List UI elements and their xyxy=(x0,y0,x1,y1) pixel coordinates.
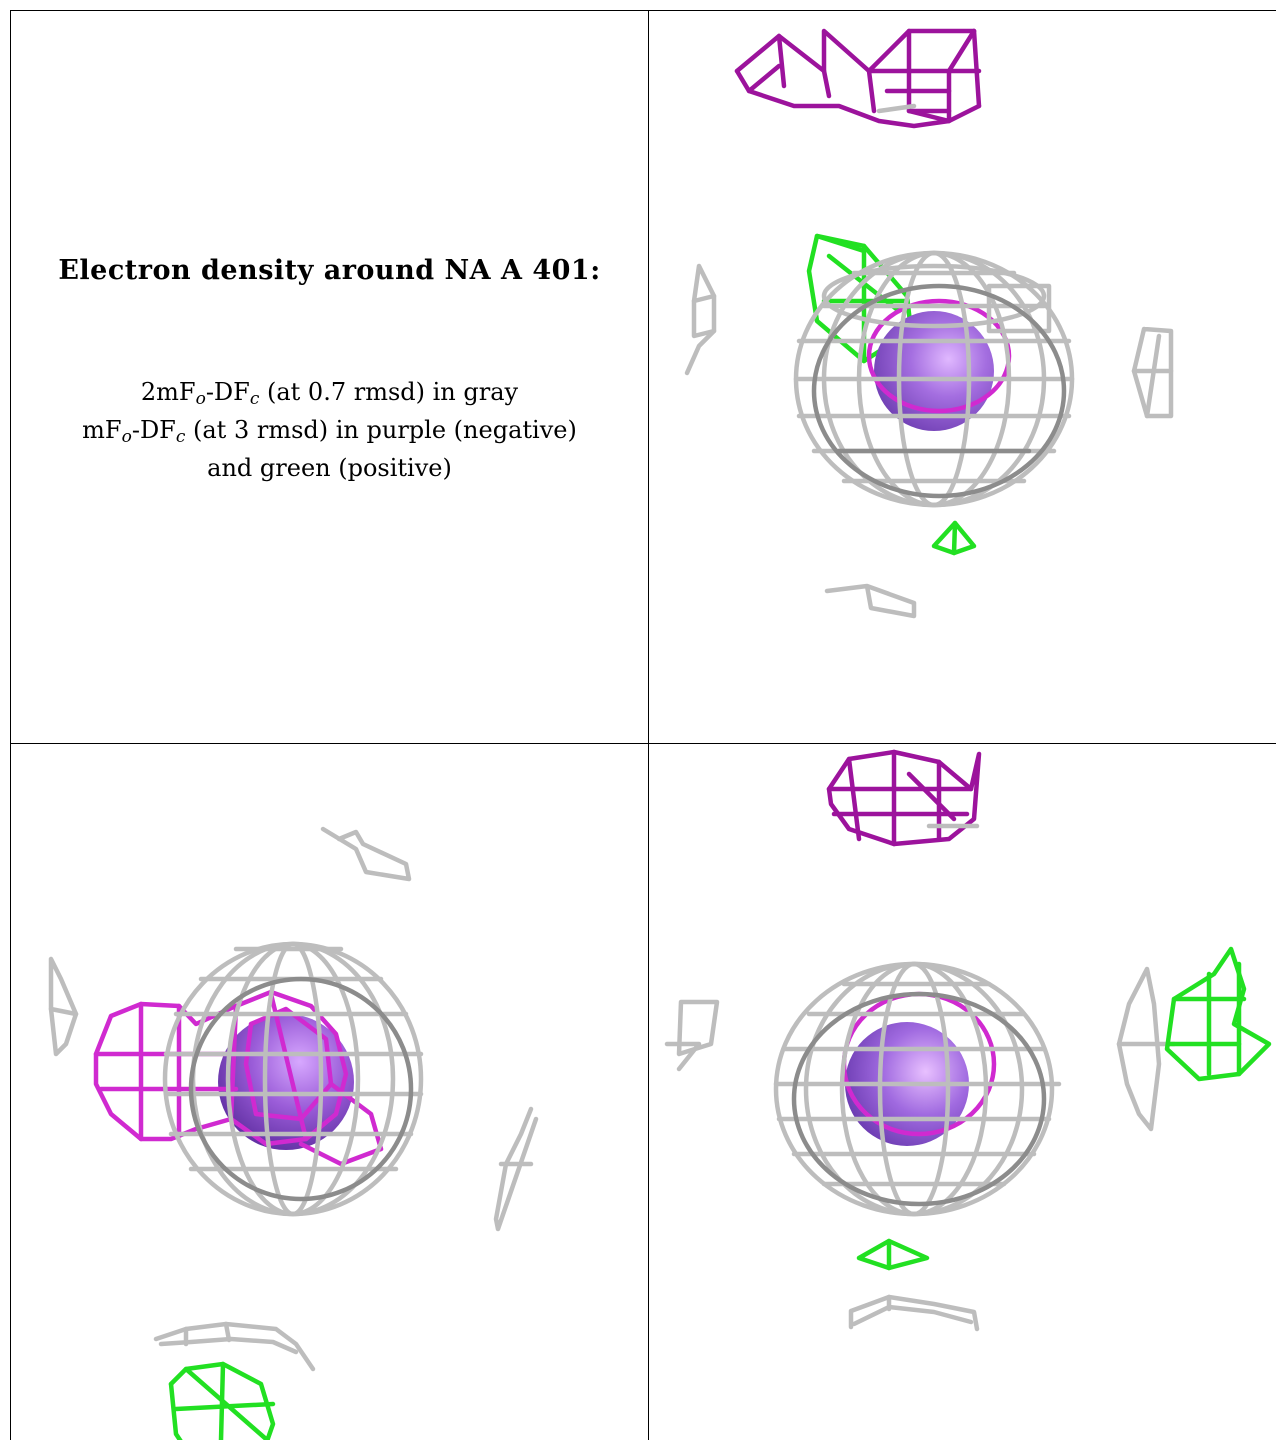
gray-density-cage-shadow xyxy=(811,283,1067,499)
gray-density-fragment-left xyxy=(48,956,79,1057)
gray-density-fragment-bottom xyxy=(824,583,917,619)
figure-frame xyxy=(10,10,1276,1440)
negative-density-mesh xyxy=(826,749,982,847)
gray-density-cage xyxy=(773,961,1062,1217)
caption-body: 2mFo-DFc (at 0.7 rmsd) in gray mFo-DFc (… xyxy=(11,373,648,487)
gray-density-cage-shadow xyxy=(791,991,1047,1207)
positive-density-mesh xyxy=(168,1361,276,1440)
gray-density-fragment-top xyxy=(320,826,412,882)
positive-density-blob-small xyxy=(931,520,977,556)
gray-density-fragment-right xyxy=(1131,326,1174,419)
caption-line-colors: and green (positive) xyxy=(207,454,452,482)
view-top-right xyxy=(649,11,1276,743)
divider-tick xyxy=(635,743,665,744)
vertical-divider xyxy=(648,10,649,1440)
gray-density-fragment-bottom xyxy=(153,1321,316,1372)
caption-line-gray: 2mFo-DFc (at 0.7 rmsd) in gray xyxy=(140,378,519,409)
caption-panel: Electron density around NA A 401: 2mFo-D… xyxy=(11,11,648,743)
positive-density-blob-small xyxy=(856,1238,930,1271)
gray-density-fragment-left xyxy=(664,999,720,1072)
caption-title: Electron density around NA A 401: xyxy=(58,255,601,286)
negative-density-mesh xyxy=(734,28,982,129)
view-bottom-right xyxy=(649,744,1276,1440)
positive-density-mesh xyxy=(1164,946,1272,1082)
gray-density-fragment-bottom xyxy=(848,1294,980,1332)
gray-density-cage xyxy=(793,250,1075,508)
gray-density-fragment-right xyxy=(1116,966,1177,1132)
caption-line-difference: mFo-DFc (at 3 rmsd) in purple (negative) xyxy=(82,416,577,447)
gray-density-fragment-right xyxy=(493,1106,539,1232)
gray-density-fragment xyxy=(876,103,917,114)
gray-density-cage-shadow xyxy=(188,976,414,1202)
view-bottom-left xyxy=(11,744,648,1440)
gray-density-fragment-left xyxy=(684,263,717,376)
